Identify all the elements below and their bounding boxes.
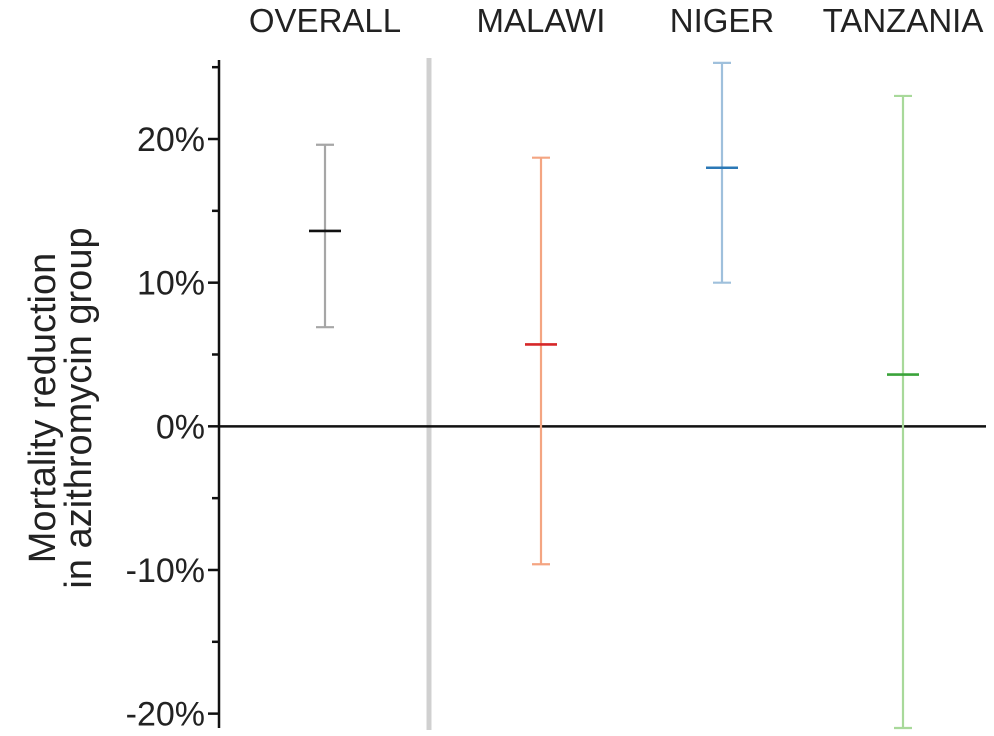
- y-tick-label: -10%: [126, 552, 205, 590]
- error-bar-niger: [706, 61, 738, 284]
- y-tick-label: 10%: [137, 265, 205, 303]
- error-bars: [309, 61, 919, 730]
- category-labels: OVERALL MALAWI NIGER TANZANIA: [249, 2, 983, 39]
- category-label: TANZANIA: [823, 2, 984, 39]
- category-label: MALAWI: [477, 2, 606, 39]
- y-axis-label: Mortality reduction in azithromycin grou…: [22, 227, 100, 588]
- y-tick-label: 0%: [156, 408, 205, 446]
- error-bar-overall: [309, 143, 341, 329]
- y-tick-label: 20%: [137, 121, 205, 159]
- category-label: OVERALL: [249, 2, 401, 39]
- y-tick-label: -20%: [126, 696, 205, 734]
- y-axis-label-line-1: Mortality reduction: [22, 253, 64, 563]
- error-bar-malawi: [525, 156, 557, 566]
- axes: -20% -10% 0% 10% 20%: [126, 58, 986, 734]
- error-bar-tanzania: [887, 94, 919, 730]
- category-label: NIGER: [670, 2, 775, 39]
- y-axis-label-line-2: in azithromycin group: [58, 227, 100, 588]
